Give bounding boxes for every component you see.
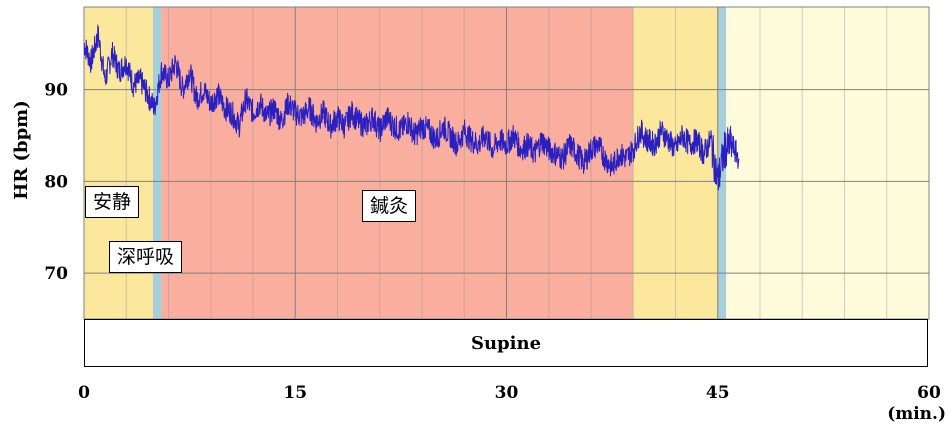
y-tick-labels: 70 80 90 (44, 81, 68, 285)
x-tick-30: 30 (495, 383, 519, 403)
hr-line-0 (83, 24, 740, 191)
grid-lines (84, 7, 929, 319)
posture-bar: Supine (84, 319, 928, 367)
x-tick-0: 0 (78, 383, 90, 403)
phase-bands (84, 7, 929, 319)
label-acupuncture: 鍼灸 (362, 190, 417, 222)
y-tick-70: 70 (44, 264, 68, 284)
x-tick-15: 15 (283, 383, 307, 403)
posture-label: Supine (470, 332, 542, 354)
y-tick-90: 90 (44, 81, 68, 101)
hr-series (83, 24, 740, 191)
x-tick-60: 60 (917, 383, 941, 403)
label-rest: 安静 (85, 186, 140, 218)
y-tick-80: 80 (44, 172, 68, 192)
phase-band-1 (153, 7, 162, 319)
x-tick-45: 45 (706, 383, 730, 403)
x-axis-unit: (min.) (887, 404, 946, 424)
phase-band-5 (726, 7, 929, 319)
x-tick-labels: 0 15 30 45 60 (78, 383, 941, 403)
y-axis-label: HR (bpm) (11, 100, 32, 199)
phase-band-2 (161, 7, 634, 319)
label-deep-breath: 深呼吸 (109, 241, 183, 273)
